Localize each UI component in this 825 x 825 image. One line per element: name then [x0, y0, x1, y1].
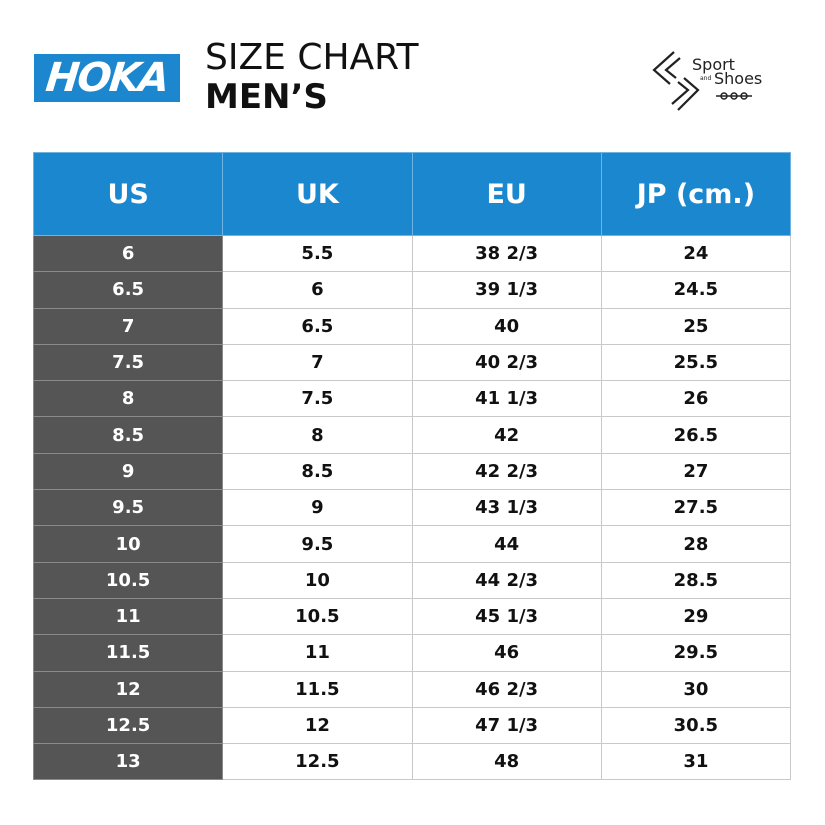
cell-us: 10: [32, 525, 224, 563]
cell-eu: 44 2/3: [411, 561, 602, 599]
hoka-logo: HOKA: [34, 54, 180, 102]
cell-uk: 9: [222, 489, 413, 527]
cell-eu: 44: [411, 525, 602, 563]
cell-jp: 24.5: [600, 271, 792, 309]
cell-uk: 10: [222, 561, 413, 599]
cell-us: 11.5: [32, 634, 224, 672]
cell-uk: 7: [222, 343, 413, 382]
cell-uk: 9.5: [222, 525, 413, 563]
cell-eu: 48: [411, 743, 602, 781]
column-header-us: US: [32, 152, 224, 236]
table-row: 8.5 8 42 26.5: [32, 416, 792, 454]
cell-jp: 27.5: [600, 489, 792, 527]
cell-us: 13: [32, 743, 224, 781]
cell-uk: 5.5: [222, 234, 413, 273]
cell-jp: 26: [600, 380, 792, 418]
cell-eu: 39 1/3: [411, 271, 602, 309]
table-row: 8 7.5 41 1/3 26: [32, 380, 792, 418]
cell-eu: 40 2/3: [411, 343, 602, 382]
cell-us: 8: [32, 380, 224, 418]
column-header-uk: UK: [222, 152, 413, 236]
cell-jp: 26.5: [600, 416, 792, 454]
cell-eu: 41 1/3: [411, 380, 602, 418]
cell-us: 12: [32, 670, 224, 708]
table-row: 7 6.5 40 25: [32, 307, 792, 345]
cell-eu: 43 1/3: [411, 489, 602, 527]
cell-eu: 47 1/3: [411, 706, 602, 745]
page-title: SIZE CHART: [205, 37, 419, 78]
table-row: 11 10.5 45 1/3 29: [32, 597, 792, 636]
cell-jp: 30: [600, 670, 792, 708]
table-row: 6 5.5 38 2/3 24: [32, 234, 792, 273]
logo-chevron-left-icon: [652, 51, 675, 85]
logo-sport-text: Sport: [692, 55, 735, 74]
page-subtitle: MEN’S: [205, 77, 328, 117]
cell-eu: 40: [411, 307, 602, 345]
table-row: 9.5 9 43 1/3 27.5: [32, 489, 792, 527]
table-row: 10.5 10 44 2/3 28.5: [32, 561, 792, 599]
cell-jp: 30.5: [600, 706, 792, 745]
column-header-eu: EU: [411, 152, 602, 236]
cell-eu: 46 2/3: [411, 670, 602, 708]
cell-us: 10.5: [32, 561, 224, 599]
cell-eu: 42 2/3: [411, 452, 602, 491]
cell-jp: 27: [600, 452, 792, 491]
cell-eu: 42: [411, 416, 602, 454]
cell-us: 6: [32, 234, 224, 273]
cell-jp: 29: [600, 597, 792, 636]
cell-jp: 25.5: [600, 343, 792, 382]
cell-jp: 29.5: [600, 634, 792, 672]
cell-us: 9.5: [32, 489, 224, 527]
cell-us: 11: [32, 597, 224, 636]
cell-uk: 6.5: [222, 307, 413, 345]
cell-eu: 46: [411, 634, 602, 672]
cell-us: 12.5: [32, 706, 224, 745]
table-row: 6.5 6 39 1/3 24.5: [32, 271, 792, 309]
cell-eu: 45 1/3: [411, 597, 602, 636]
table-row: 11.5 11 46 29.5: [32, 634, 792, 672]
cell-jp: 28: [600, 525, 792, 563]
logo-shoes-text: Shoes: [714, 69, 762, 88]
table-row: 9 8.5 42 2/3 27: [32, 452, 792, 491]
logo-dots-icon: [716, 92, 752, 100]
cell-us: 8.5: [32, 416, 224, 454]
cell-us: 9: [32, 452, 224, 491]
cell-uk: 8: [222, 416, 413, 454]
cell-jp: 28.5: [600, 561, 792, 599]
title-block: SIZE CHART MEN’S: [205, 37, 419, 117]
logo-and-text: and: [700, 75, 711, 82]
sport-and-shoes-logo: Sport and Shoes: [652, 51, 762, 111]
cell-uk: 12.5: [222, 743, 413, 781]
cell-uk: 10.5: [222, 597, 413, 636]
cell-us: 7.5: [32, 343, 224, 382]
table-row: 12 11.5 46 2/3 30: [32, 670, 792, 708]
table-header-row: US UK EU JP (cm.): [32, 152, 792, 236]
table-row: 10 9.5 44 28: [32, 525, 792, 563]
hoka-logo-text: HOKA: [43, 55, 171, 101]
cell-uk: 6: [222, 271, 413, 309]
cell-uk: 7.5: [222, 380, 413, 418]
table-row: 12.5 12 47 1/3 30.5: [32, 706, 792, 745]
cell-uk: 11.5: [222, 670, 413, 708]
cell-jp: 25: [600, 307, 792, 345]
cell-us: 6.5: [32, 271, 224, 309]
cell-jp: 31: [600, 743, 792, 781]
table-row: 7.5 7 40 2/3 25.5: [32, 343, 792, 382]
size-chart-table: US UK EU JP (cm.) 6 5.5 38 2/3 24 6.5 6 39 1/3…: [32, 152, 792, 781]
cell-uk: 8.5: [222, 452, 413, 491]
cell-jp: 24: [600, 234, 792, 273]
cell-uk: 12: [222, 706, 413, 745]
cell-uk: 11: [222, 634, 413, 672]
cell-us: 7: [32, 307, 224, 345]
column-header-jp: JP (cm.): [600, 152, 792, 236]
table-row: 13 12.5 48 31: [32, 743, 792, 781]
cell-eu: 38 2/3: [411, 234, 602, 273]
